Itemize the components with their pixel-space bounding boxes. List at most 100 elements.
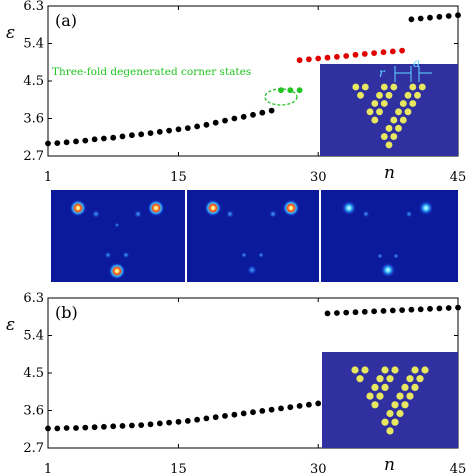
rod <box>396 392 404 400</box>
inset-label-a: a <box>413 56 420 70</box>
rod <box>399 116 407 124</box>
inset-background-a <box>320 64 458 156</box>
panel-a: (a) ε n 2.7 3.6 4.5 5.4 6.3 1 15 30 45 r a Three… <box>6 0 466 185</box>
x-tick-label: 15 <box>170 462 187 474</box>
inset-lattice-b <box>322 352 458 448</box>
data-point <box>352 51 359 58</box>
data-point <box>268 406 275 413</box>
data-point <box>54 425 61 432</box>
rod-lattice-b <box>351 366 429 435</box>
data-point <box>343 53 350 59</box>
rod <box>376 91 383 99</box>
y-tick-label: 6.3 <box>23 0 44 14</box>
rod <box>418 83 426 91</box>
rod <box>406 375 414 383</box>
data-point <box>101 423 107 430</box>
data-point <box>343 309 350 316</box>
rod <box>371 100 379 107</box>
rod <box>391 366 399 374</box>
data-point <box>389 307 396 314</box>
data-point <box>240 410 247 417</box>
data-point <box>231 115 238 122</box>
rod <box>404 108 412 116</box>
data-point <box>296 57 303 64</box>
data-point <box>222 413 228 419</box>
data-point <box>184 125 191 131</box>
rod <box>357 91 364 99</box>
data-point <box>361 308 368 315</box>
corner-state-point <box>296 87 303 94</box>
data-point <box>138 131 145 138</box>
x-tick-label: 45 <box>450 170 467 185</box>
rod <box>395 124 402 132</box>
rod <box>380 133 388 141</box>
data-point <box>166 419 173 426</box>
rod <box>401 383 409 391</box>
rod <box>390 116 398 124</box>
data-point <box>427 305 433 312</box>
data-point <box>352 309 359 316</box>
data-point <box>82 424 89 431</box>
data-point <box>259 408 266 414</box>
data-point <box>315 55 322 62</box>
data-points-b <box>45 304 461 432</box>
data-point <box>175 418 182 425</box>
field-map-2 <box>187 190 319 282</box>
data-point <box>250 409 256 416</box>
data-point <box>156 128 163 135</box>
data-point <box>334 53 340 60</box>
rod <box>396 409 404 418</box>
rod <box>401 401 409 409</box>
rod <box>376 392 384 400</box>
data-points-a <box>45 12 461 147</box>
corner-states-ellipse <box>264 88 298 106</box>
rod <box>371 401 379 409</box>
rod <box>380 100 388 107</box>
rod <box>352 83 360 91</box>
data-point <box>212 414 219 421</box>
data-point <box>138 422 145 428</box>
rod <box>361 83 369 91</box>
rod <box>414 91 421 99</box>
x-axis-label-a: n <box>384 163 395 183</box>
data-point <box>101 135 107 142</box>
rod <box>411 383 419 391</box>
data-point <box>91 424 98 431</box>
rod <box>409 83 417 91</box>
data-point <box>147 421 154 428</box>
data-point <box>212 119 219 126</box>
rod <box>381 383 389 391</box>
rod <box>385 141 393 149</box>
inset-label-r: r <box>379 66 386 80</box>
data-point <box>175 126 182 133</box>
panel-b: (b) ε n 2.7 3.6 4.5 5.4 6.3 1 15 30 45 <box>6 291 466 474</box>
data-point <box>73 138 79 145</box>
data-point <box>324 54 331 61</box>
data-point <box>399 307 405 313</box>
data-point <box>436 305 443 312</box>
data-point <box>194 416 201 423</box>
rod <box>404 91 412 99</box>
field-maps <box>51 190 458 282</box>
data-point <box>73 425 79 431</box>
rod <box>391 418 399 426</box>
y-tick-label: 4.5 <box>23 74 44 89</box>
rod <box>376 375 384 383</box>
rod <box>371 383 379 391</box>
rod <box>391 401 399 409</box>
panel-label-b: (b) <box>55 303 78 322</box>
rod <box>371 116 379 124</box>
data-point <box>119 133 126 140</box>
rod <box>409 100 417 107</box>
ticks-a: 2.7 3.6 4.5 5.4 6.3 1 15 30 45 <box>23 0 466 185</box>
y-tick-label: 2.7 <box>23 441 44 456</box>
data-point <box>296 403 303 409</box>
y-axis-label-a: ε <box>6 23 15 43</box>
rod <box>386 409 394 418</box>
rod <box>390 133 398 141</box>
data-point <box>63 425 70 431</box>
ticks-b: 2.7 3.6 4.5 5.4 6.3 1 15 30 45 <box>23 291 466 474</box>
rod <box>385 91 393 99</box>
data-point <box>306 401 312 408</box>
rod <box>406 392 414 400</box>
